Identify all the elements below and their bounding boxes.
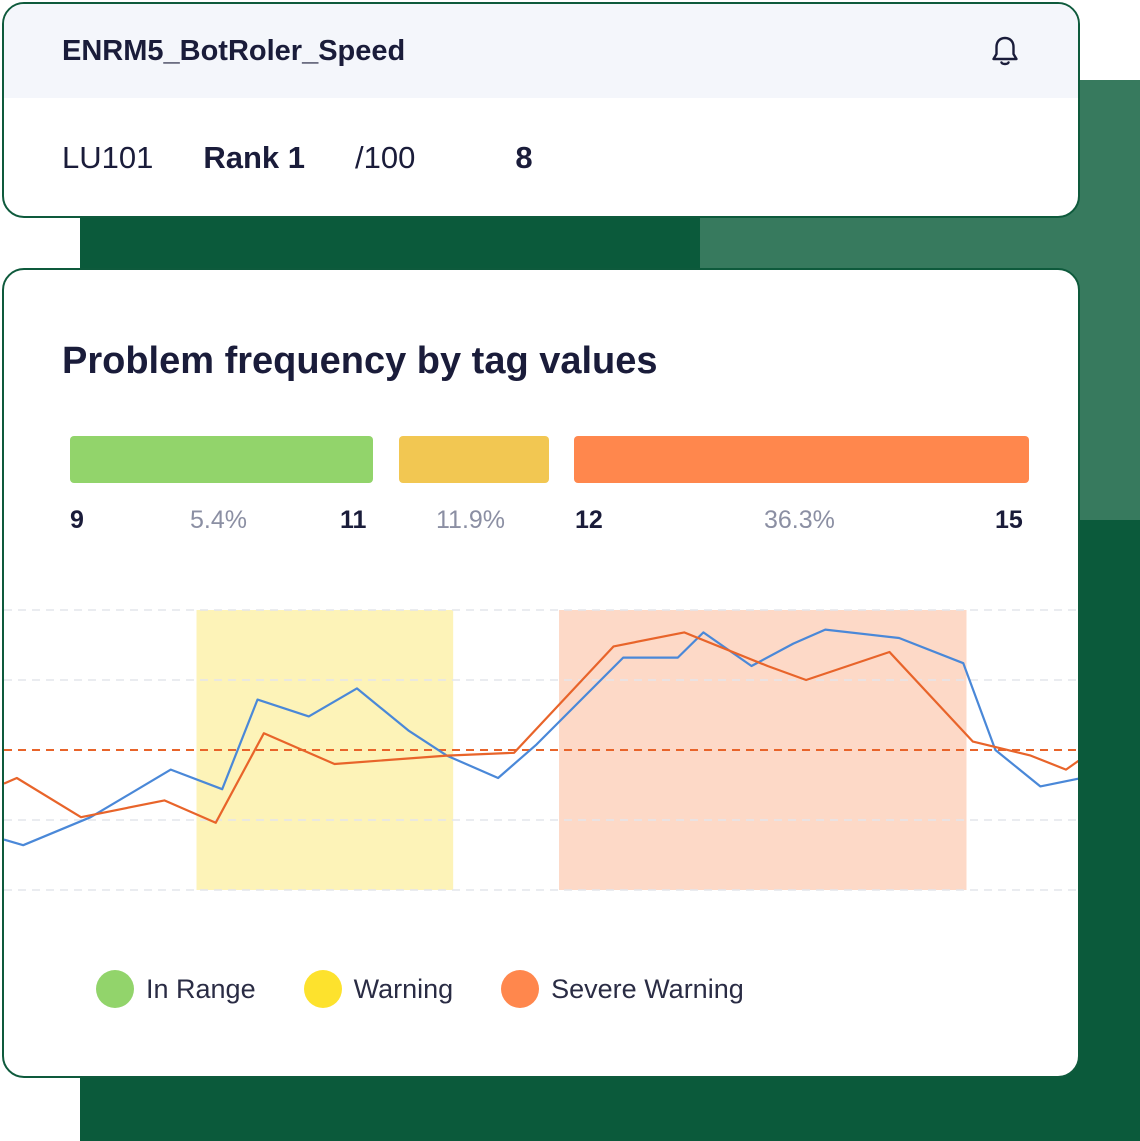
warning-dot [303, 970, 342, 1008]
series-line-2 [4, 631, 1078, 824]
in-range-max: 11 [340, 506, 367, 534]
bell-icon[interactable] [988, 34, 1022, 68]
in-range-min: 9 [70, 506, 84, 534]
legend-label-warning: Warning [353, 973, 454, 1004]
warning-pct: 11.9% [436, 506, 506, 534]
frequency-line-chart [4, 609, 1078, 891]
tag-summary-card[interactable]: ENRM5_BotRoler_Speed LU101 Rank 1/100 8 [2, 2, 1080, 218]
severe-warning-bar[interactable] [574, 436, 1029, 483]
severe-warning-pct: 36.3% [764, 506, 835, 534]
legend-item-in-range[interactable]: In Range [96, 970, 256, 1008]
panel-title: Problem frequency by tag values [62, 340, 658, 382]
in-range-pct: 5.4% [190, 506, 247, 534]
severe-warning-min: 12 [575, 506, 603, 534]
rank-label: Rank 1/100 [203, 140, 465, 176]
series-line-1 [4, 628, 1078, 847]
in-range-dot [96, 970, 134, 1008]
problem-frequency-card: Problem frequency by tag values 9 5.4% 1… [2, 268, 1080, 1078]
rank-value: Rank 1 [203, 140, 306, 175]
tag-card-header: ENRM5_BotRoler_Speed [4, 4, 1078, 98]
tag-name: ENRM5_BotRoler_Speed [62, 34, 406, 67]
unit-label: LU101 [62, 140, 154, 175]
legend-label-in-range: In Range [146, 973, 256, 1004]
warning-bar[interactable] [399, 436, 549, 483]
legend-label-severe-warning: Severe Warning [551, 973, 744, 1004]
severe-warning-max: 15 [995, 506, 1023, 534]
rank-total: /100 [355, 140, 416, 175]
problem-count: 8 [515, 140, 533, 175]
legend-item-severe-warning[interactable]: Severe Warning [501, 970, 744, 1008]
severe-warning-dot [501, 970, 540, 1008]
tag-stats-row: LU101 Rank 1/100 8 [4, 98, 1078, 216]
in-range-bar[interactable] [70, 436, 373, 483]
chart-legend: In Range Warning Severe Warning [96, 970, 792, 1008]
legend-item-warning[interactable]: Warning [303, 970, 454, 1008]
